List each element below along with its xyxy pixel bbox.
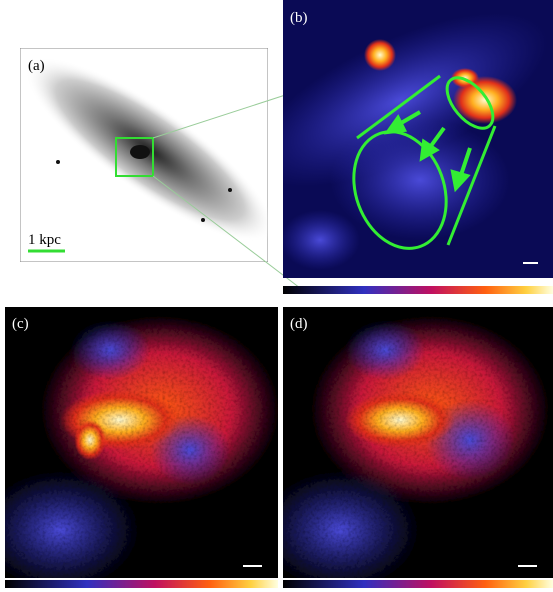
colorbar [5, 580, 278, 588]
galaxy-core [130, 145, 150, 159]
star [201, 218, 205, 222]
panel-c [0, 307, 280, 590]
panel-b [230, 0, 553, 278]
panel-label: (c) [12, 316, 29, 332]
panel-d [260, 307, 553, 590]
star [228, 188, 232, 192]
panel-label: (a) [28, 58, 45, 74]
panel-label: (b) [290, 10, 308, 26]
hot-spot [364, 39, 396, 71]
star [56, 160, 60, 164]
panel-label: (d) [290, 316, 308, 332]
colorbar [283, 286, 553, 294]
emission [280, 210, 360, 270]
scale-label: 1 kpc [28, 232, 61, 248]
figure: (a) 1 kpc (b) [0, 0, 553, 592]
colorbar [283, 580, 553, 588]
